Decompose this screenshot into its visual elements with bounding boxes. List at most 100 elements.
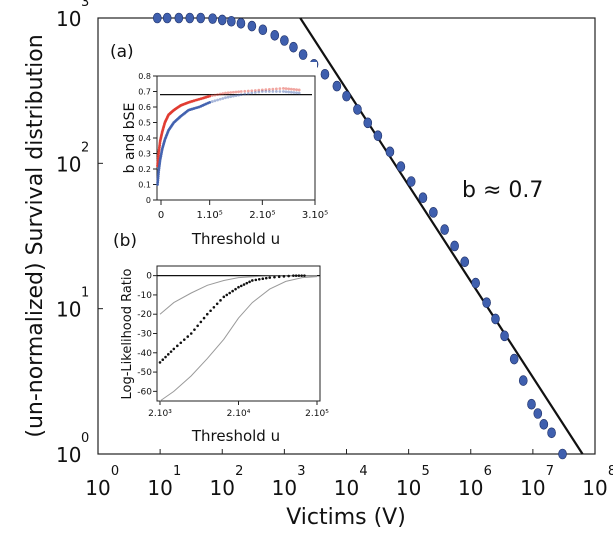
inset-b-series <box>158 274 318 402</box>
inset-b-estimate-point <box>209 309 212 313</box>
main-x-tick-exponent: 8 <box>608 464 613 479</box>
inset-b-estimate-point <box>161 358 165 362</box>
inset-a-point-series-1 <box>156 162 160 166</box>
inset-b-estimate-point <box>254 278 258 282</box>
main-x-tick-base: 10 <box>210 476 235 500</box>
main-data-point <box>185 12 195 24</box>
main-data-point <box>353 104 362 115</box>
main-y-tick-exponent: 1 <box>81 286 89 301</box>
inset-b-y-tick-label: -50 <box>137 368 152 378</box>
inset-b-estimate-point <box>303 274 306 277</box>
inset-b-estimate-point <box>164 355 167 359</box>
inset-b-estimate-point <box>186 335 190 338</box>
inset-a-point-series-2 <box>156 178 160 182</box>
inset-a-point-series-2 <box>295 91 298 95</box>
inset-b-estimate-point <box>199 320 203 324</box>
inset-b-estimate-point <box>297 274 301 277</box>
main-x-tick-exponent: 6 <box>484 464 492 479</box>
inset-a-y-tick-label: 0.6 <box>138 103 151 112</box>
main-x-tick-base: 10 <box>147 476 172 500</box>
inset-b-estimate-point <box>264 276 268 280</box>
main-data-point <box>482 297 491 308</box>
main-data-point <box>385 146 395 158</box>
inset-a-y-tick-label: 0.8 <box>138 72 151 81</box>
main-data-point <box>418 192 428 204</box>
inset-a-point-series-1 <box>234 90 238 94</box>
inset-a-point-series-1 <box>243 89 247 93</box>
inset-a-point-series-2 <box>156 174 160 178</box>
inset-a-point-series-1 <box>274 87 278 91</box>
main-y-label: (un-normalized) Survival distribution <box>23 34 48 437</box>
inset-a-point-series-1 <box>264 88 268 92</box>
inset-a-point-series-1 <box>250 89 254 93</box>
main-data-point <box>236 17 246 29</box>
inset-a-point-series-2 <box>224 96 227 100</box>
inset-a-y-axis: 0 0.1 0.2 0.3 0.4 0.5 0.6 0.7 0.8 <box>138 72 157 205</box>
main-x-tick-exponent: 7 <box>546 464 554 479</box>
inset-a-point-series-1 <box>208 94 212 98</box>
main-data-point <box>533 408 543 419</box>
main-data-point <box>342 90 351 102</box>
main-data-point <box>471 277 480 289</box>
inset-b-estimate-point <box>237 285 240 289</box>
inset-a: (a) 0 1.10⁵ 2.10⁵ 3.10⁵ 0 0.1 0.2 0.3 0.4 0.5 0.6… <box>110 42 328 248</box>
main-x-label: Victims (V) <box>286 505 406 530</box>
inset-a-point-series-2 <box>158 162 162 166</box>
inset-b-estimate-point <box>205 312 209 316</box>
inset-a-y-tick-label: 0.3 <box>138 150 151 159</box>
main-data-point <box>406 176 416 187</box>
inset-a-point-series-1 <box>210 94 214 98</box>
inset-a-point-series-2 <box>253 91 257 94</box>
main-x-tick-base: 10 <box>272 476 297 500</box>
inset-a-point-series-1 <box>221 92 225 95</box>
inset-a-point-series-1 <box>271 87 275 91</box>
main-data-point <box>196 12 206 24</box>
main-data-point <box>558 448 567 460</box>
main-data-point <box>152 12 162 24</box>
inset-a-point-series-1 <box>229 91 233 94</box>
inset-a-point-series-1 <box>224 91 227 95</box>
inset-a-point-series-2 <box>213 99 217 103</box>
inset-b-estimate-point <box>268 276 272 279</box>
inset-a-point-series-1 <box>282 87 285 90</box>
inset-a-point-series-2 <box>274 90 278 93</box>
inset-a-point-series-1 <box>257 88 261 92</box>
inset-a-x-tick-label: 0 <box>158 210 164 221</box>
main-data-point <box>298 49 308 60</box>
main-data-point <box>289 41 298 53</box>
inset-b-y-tick-label: -30 <box>137 330 152 340</box>
inset-b-y-tick-label: 0 <box>146 272 152 282</box>
main-x-tick-base: 10 <box>85 476 110 500</box>
main-x-tick-exponent: 2 <box>235 464 243 479</box>
inset-a-point-series-2 <box>156 183 159 186</box>
main-data-point <box>518 375 528 386</box>
inset-b-estimate-point <box>176 344 179 348</box>
inset-a-point-series-1 <box>156 160 160 164</box>
inset-a-y-tick-label: 0.7 <box>138 88 151 97</box>
inset-a-point-series-2 <box>264 90 268 93</box>
main-data-point <box>500 330 509 342</box>
main-x-tick-base: 10 <box>334 476 359 500</box>
inset-b-estimate-point <box>248 280 251 284</box>
inset-a-point-series-1 <box>260 88 264 92</box>
inset-a-panel-label: (a) <box>110 42 134 62</box>
inset-a-point-series-2 <box>208 100 212 104</box>
inset-b-estimate-point <box>158 361 162 364</box>
inset-a-point-series-1 <box>218 92 222 96</box>
main-data-point <box>174 12 184 24</box>
inset-a-point-series-1 <box>157 147 161 151</box>
inset-b-estimate-point <box>294 274 298 277</box>
main-y-tick-base: 10 <box>56 443 81 467</box>
inset-a-point-series-2 <box>157 170 160 174</box>
main-y-tick-base: 10 <box>56 298 81 322</box>
main-data-point <box>539 419 549 430</box>
main-x-tick-exponent: 1 <box>173 464 181 479</box>
inset-a-x-tick-label: 3.10⁵ <box>302 210 328 221</box>
inset-b-background <box>150 262 324 422</box>
inset-a-point-series-2 <box>157 168 161 172</box>
inset-b-estimate-point <box>169 350 173 353</box>
inset-a-series <box>156 87 301 186</box>
main-data-point <box>208 13 217 24</box>
inset-a-point-series-1 <box>158 143 162 147</box>
inset-a-point-series-1 <box>253 89 257 92</box>
